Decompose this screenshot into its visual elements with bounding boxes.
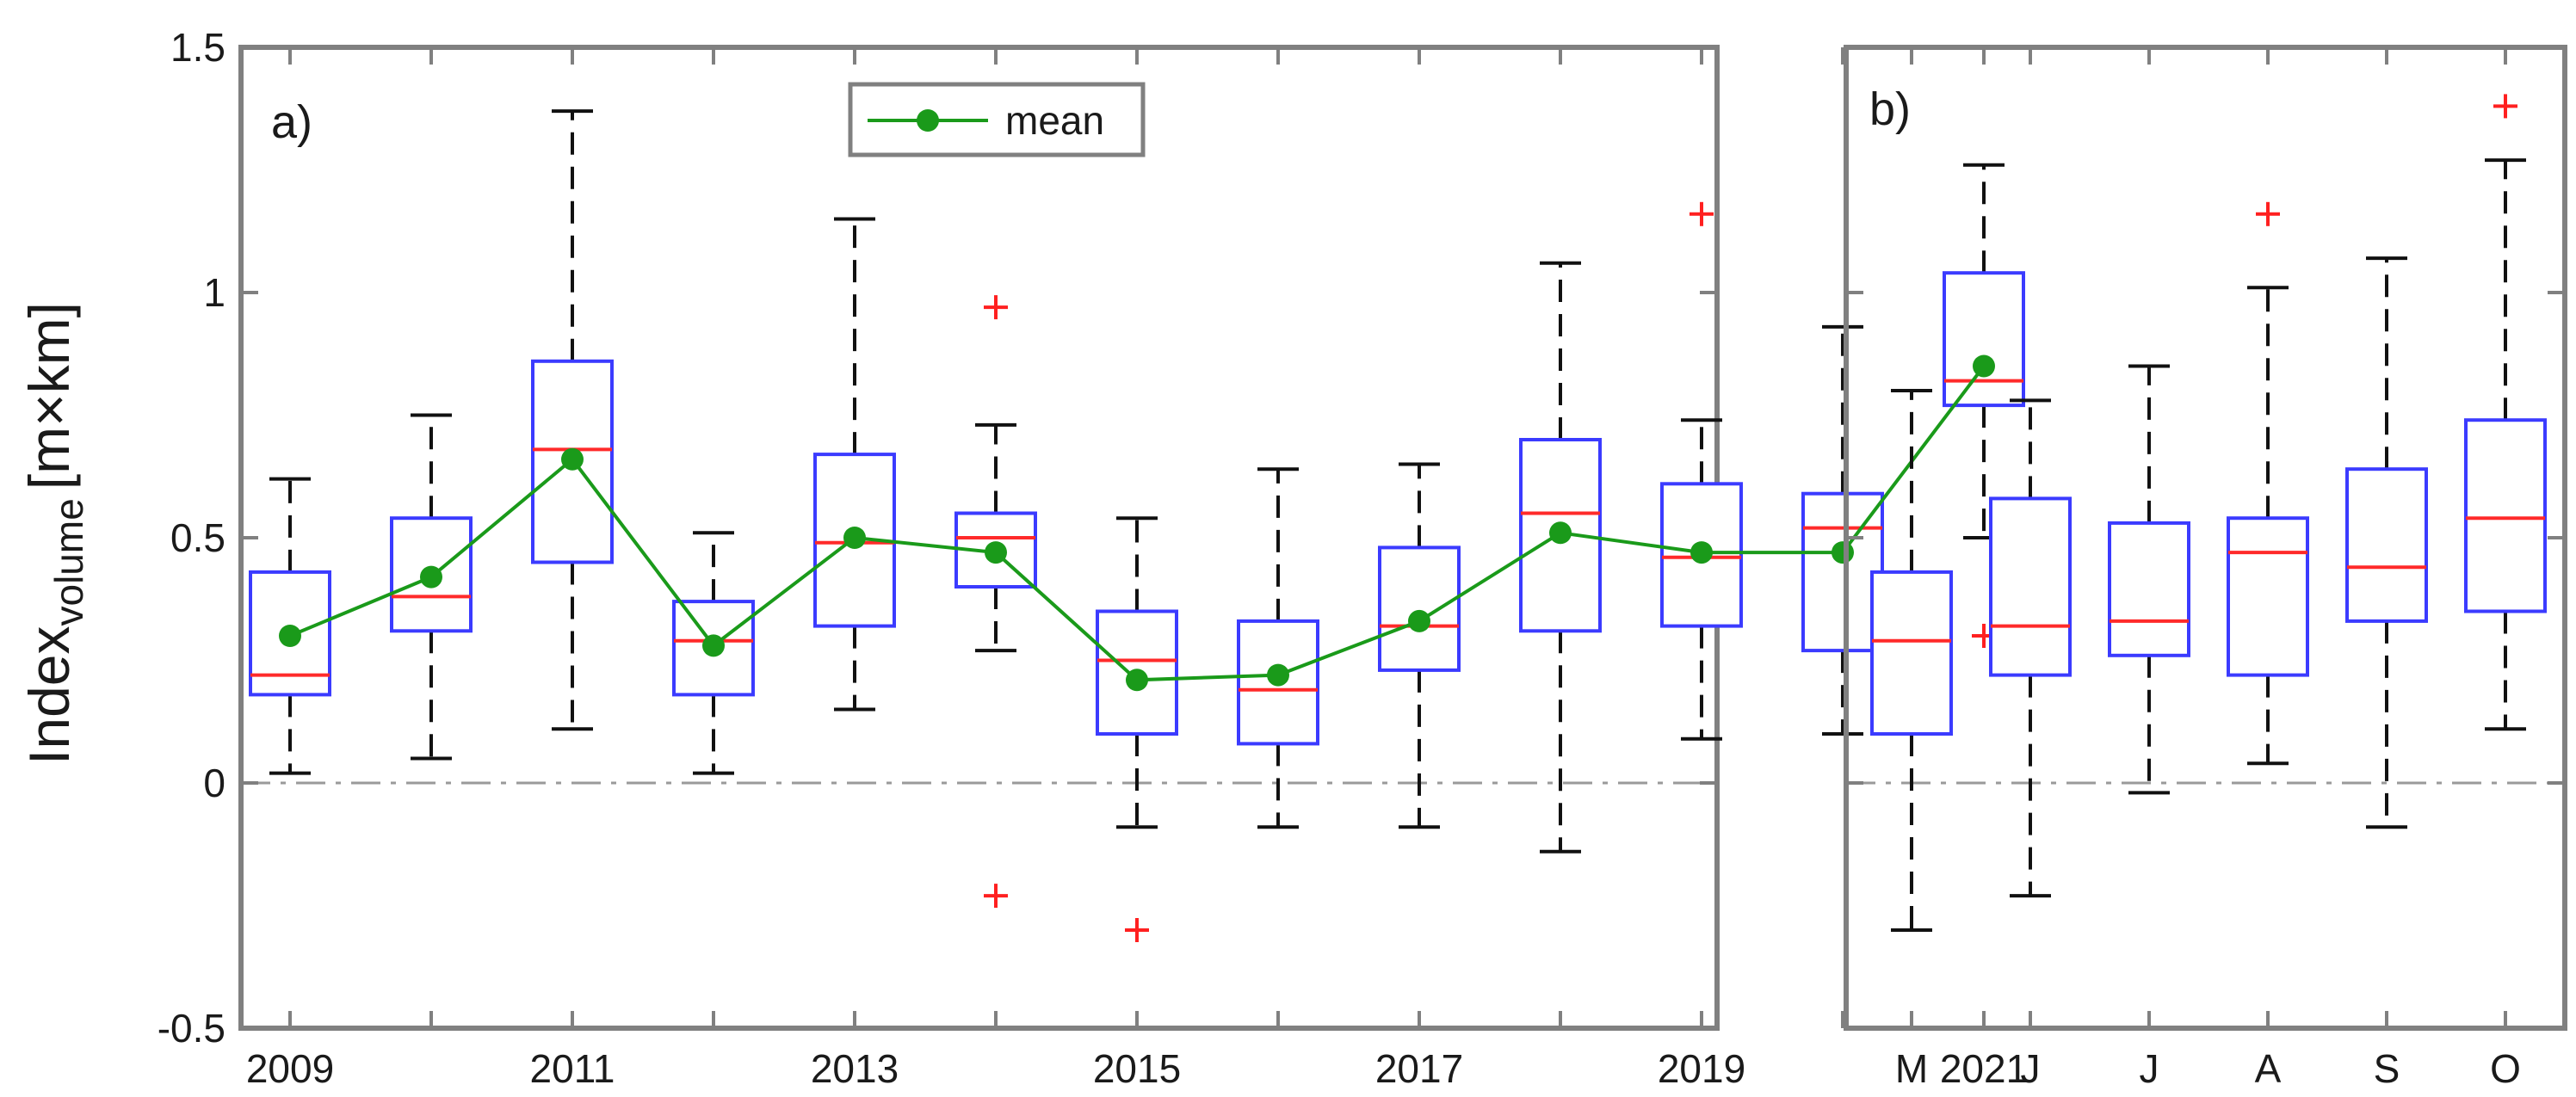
a-box-body (672, 600, 755, 697)
b-outlier (2256, 201, 2280, 226)
b-x-tick-label: S (2374, 1046, 2400, 1091)
y-tick-label: -0.5 (158, 1006, 225, 1051)
a-x-tick-label: 2011 (530, 1046, 615, 1091)
panel-a-label: a) (271, 96, 312, 148)
b-box-body (1989, 496, 2072, 677)
b-box (2345, 256, 2428, 829)
legend-marker (917, 109, 939, 132)
a-x-tick-label: 2009 (246, 1046, 334, 1091)
mean-point (1267, 663, 1289, 687)
legend: mean (848, 82, 1146, 157)
a-box (1943, 163, 2025, 539)
a-x-tick-label: 2021 (1940, 1046, 2028, 1091)
mean-point (1690, 541, 1713, 564)
b-box-body (2227, 516, 2309, 677)
b-x-tick-label: M (1895, 1046, 1928, 1091)
a-x-tick-label: 2015 (1093, 1046, 1181, 1091)
mean-point (561, 447, 584, 471)
mean-point (843, 527, 866, 549)
b-box-body (2345, 467, 2428, 623)
a-box-body (1943, 271, 2025, 408)
mean-point (1973, 354, 1995, 378)
y-tick-label: 1 (203, 270, 225, 315)
a-x-tick-label: 2013 (811, 1046, 899, 1091)
a-outlier (984, 884, 1008, 909)
mean-point (985, 541, 1007, 564)
a-box (1378, 462, 1461, 829)
b-box (1870, 389, 1953, 932)
a-outlier (1125, 918, 1149, 942)
mean-point (702, 634, 725, 657)
b-box (2227, 286, 2309, 766)
a-outlier (984, 295, 1008, 320)
b-box (2108, 364, 2190, 795)
b-box-body (2464, 418, 2547, 613)
panel-b-label: b) (1869, 83, 1911, 135)
b-x-tick-label: J (2140, 1046, 2159, 1091)
b-outlier (2493, 94, 2517, 119)
mean-point (420, 565, 442, 589)
a-x-tick-label: 2019 (1658, 1046, 1745, 1091)
b-x-tick-label: A (2255, 1046, 2282, 1091)
y-axis-label: Indexvolume[m×km] (17, 302, 91, 765)
a-box (672, 531, 755, 775)
mean-point (1832, 541, 1854, 564)
a-x-tick-label: 2017 (1375, 1046, 1463, 1091)
a-outlier (1690, 201, 1714, 226)
b-box (1989, 398, 2072, 898)
y-tick-label: 1.5 (170, 25, 225, 70)
b-x-tick-label: J (2021, 1046, 2041, 1091)
b-x-tick-label: O (2490, 1046, 2521, 1091)
mean-point (279, 625, 301, 647)
legend-entry-mean: mean (1005, 98, 1104, 143)
y-tick-label: 0.5 (170, 515, 225, 560)
b-box (2464, 158, 2547, 731)
a-box-body (1378, 545, 1461, 672)
panel-a: a) -0.5 0 0.5 1 1.5 2009 2011 2013 2015 2017 2019… (158, 25, 2028, 1091)
a-box (1801, 324, 1884, 736)
mean-point (1126, 669, 1148, 692)
b-box-body (1870, 570, 1953, 736)
mean-point (1549, 521, 1572, 545)
y-tick-label: 0 (203, 761, 225, 805)
mean-point (1408, 609, 1430, 632)
b-box-body (2108, 521, 2190, 657)
panel-b: b) M J J A S O (1844, 45, 2567, 1091)
